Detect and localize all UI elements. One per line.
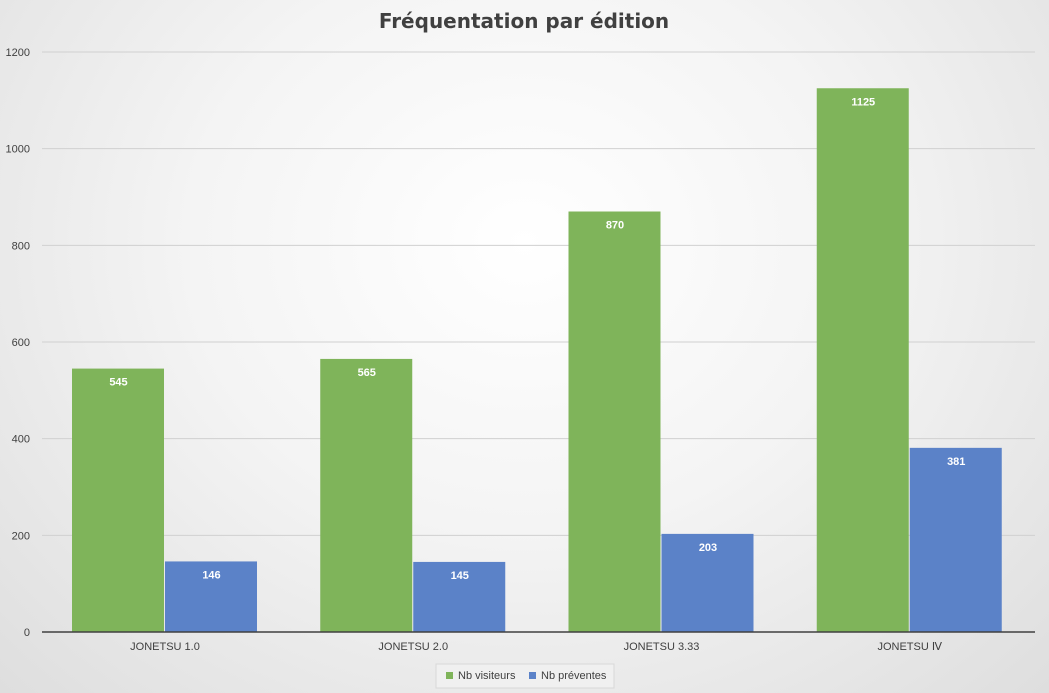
- x-category-label: JONETSU 1.0: [130, 641, 200, 653]
- data-label: 203: [699, 542, 717, 554]
- y-tick-label: 800: [12, 240, 30, 252]
- data-label: 870: [606, 220, 624, 232]
- bar-visitors: [568, 211, 661, 632]
- bar-presales: [165, 561, 257, 632]
- data-label: 1125: [851, 96, 875, 108]
- y-tick-label: 600: [12, 337, 30, 349]
- bar-visitors: [320, 358, 413, 632]
- y-axis-ticks: 0 200 400 600 800 1000 1200: [6, 47, 30, 639]
- bars: [72, 88, 1002, 632]
- x-category-label: JONETSU 3.33: [624, 641, 700, 653]
- y-tick-label: 200: [12, 530, 30, 542]
- y-tick-label: 1200: [6, 47, 30, 59]
- bar-visitors: [72, 368, 164, 632]
- data-label: 146: [202, 569, 220, 581]
- bar-visitors: [816, 88, 909, 632]
- legend-swatch: [446, 672, 453, 679]
- legend: Nb visiteurs Nb préventes: [435, 663, 615, 689]
- bar-presales: [413, 561, 506, 632]
- data-labels: 545 146 565 145 870 203 1125 381: [109, 96, 965, 582]
- legend-box: [435, 663, 615, 689]
- y-tick-label: 0: [24, 627, 30, 639]
- x-axis-categories: JONETSU 1.0 JONETSU 2.0 JONETSU 3.33 JONETS…: [130, 641, 943, 653]
- x-category-label: JONETSU 2.0: [378, 641, 448, 653]
- legend-label: Nb préventes: [541, 670, 607, 682]
- bar-presales: [909, 447, 1002, 632]
- data-label: 381: [947, 456, 965, 468]
- data-label: 145: [451, 570, 469, 582]
- bar-presales: [661, 533, 754, 632]
- data-label: 565: [358, 367, 376, 379]
- y-tick-label: 1000: [6, 144, 30, 156]
- legend-label: Nb visiteurs: [458, 670, 516, 682]
- legend-swatch: [529, 672, 536, 679]
- x-category-label: JONETSU Ⅳ: [877, 641, 942, 653]
- data-label: 545: [109, 377, 127, 389]
- chart-title: Fréquentation par édition: [379, 9, 669, 33]
- y-tick-label: 400: [12, 434, 30, 446]
